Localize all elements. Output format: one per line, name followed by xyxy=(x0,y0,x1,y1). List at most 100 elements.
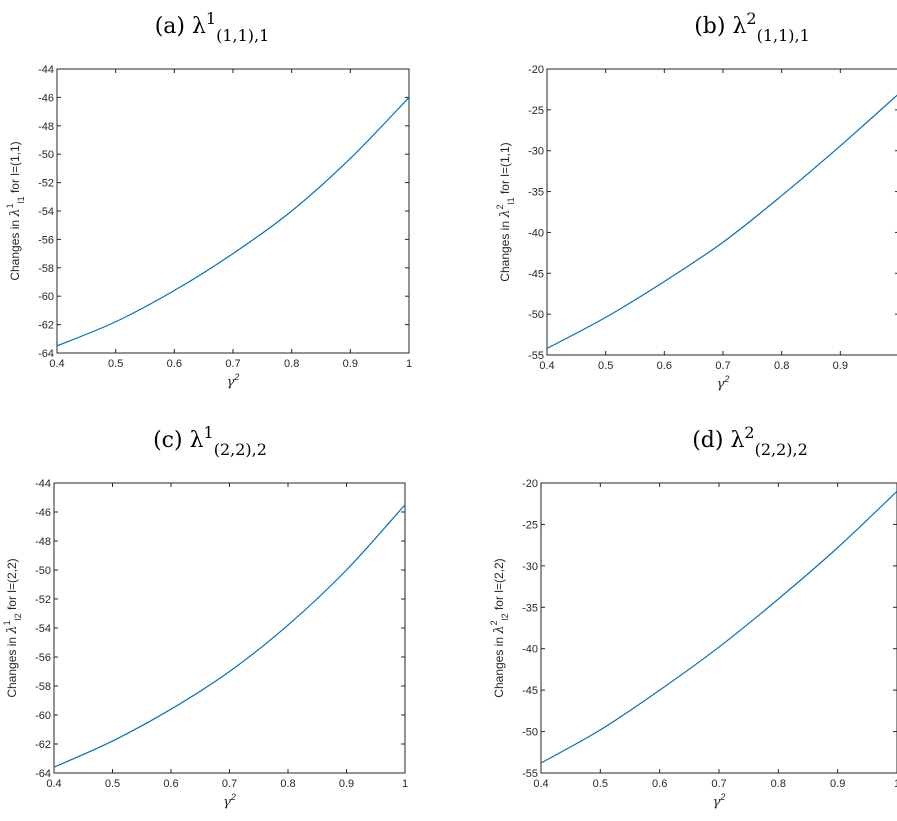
panel-c: (c) λ1(2,2),20.4 0.5 0.6 0.7 0.8 0.9 1-64-62-6… xyxy=(2,423,408,810)
x-tick-label: 0.6 xyxy=(657,360,672,372)
y-tick-label: -35 xyxy=(522,602,538,614)
x-tick-label: 0.4 xyxy=(533,778,548,790)
y-tick-label: -48 xyxy=(38,121,54,133)
y-tick-label: -50 xyxy=(38,149,54,161)
y-label-superscript: 2 xyxy=(495,204,505,209)
caption-symbol: λ xyxy=(732,14,746,39)
caption-symbol: λ xyxy=(192,14,206,39)
axes-box xyxy=(540,482,897,774)
x-tick-label: 0.8 xyxy=(284,358,299,370)
y-tick-label: -44 xyxy=(35,478,51,490)
y-label-subscript: l1 xyxy=(16,196,26,203)
x-label-symbol: γ xyxy=(227,375,235,390)
y-label-suffix: for l=(2,2) xyxy=(492,558,506,613)
x-label-superscript: 2 xyxy=(233,372,239,382)
caption-prefix: (b) xyxy=(694,14,732,39)
y-axis-label: Changes in λ2l2 for l=(2,2) xyxy=(489,558,510,697)
y-tick-label: -56 xyxy=(35,652,51,664)
y-axis-label: Changes in λ1l1 for l=(1,1) xyxy=(5,141,26,280)
y-tick-label: -60 xyxy=(38,291,54,303)
x-axis-label: γ2 xyxy=(223,792,236,810)
panel-caption: (b) λ2(1,1),1 xyxy=(694,9,810,45)
panel-d: (d) λ2(2,2),20.40.50.60.70.80.91-55-50-4… xyxy=(489,423,897,810)
y-tick-label: -50 xyxy=(522,727,538,739)
caption-superscript: 1 xyxy=(206,9,216,28)
y-label-symbol: λ xyxy=(492,625,507,634)
y-tick-label: -54 xyxy=(38,206,54,218)
caption-symbol: λ xyxy=(190,428,204,453)
series-line-1 xyxy=(53,504,406,768)
series-line-1 xyxy=(56,96,410,347)
x-tick-label: 0.8 xyxy=(771,778,786,790)
y-tick-label: -40 xyxy=(528,227,544,239)
x-label-superscript: 2 xyxy=(723,374,729,384)
panel-b: (b) λ2(1,1),10.4 0.5 0.6 0.7 0.8 0.9-55-50-45… xyxy=(495,9,897,392)
caption-superscript: 2 xyxy=(746,9,756,28)
caption-superscript: 2 xyxy=(744,423,754,442)
caption-prefix: (d) xyxy=(692,428,730,453)
y-label-superscript: 1 xyxy=(2,620,12,625)
y-tick-label: -55 xyxy=(522,768,538,780)
y-tick-label: -30 xyxy=(522,561,538,573)
y-tick-label: -45 xyxy=(522,685,538,697)
x-tick-label: 0.6 xyxy=(652,778,667,790)
x-tick-label: 0.9 xyxy=(833,360,848,372)
x-tick-label: 0.4 xyxy=(539,360,554,372)
y-axis-label: Changes in λ2l1 for l=(1,1) xyxy=(495,142,516,281)
y-label-prefix: Changes in xyxy=(8,217,22,281)
x-tick-label: 0.6 xyxy=(167,358,182,370)
y-label-subscript: l1 xyxy=(506,197,516,204)
y-tick-label: -52 xyxy=(35,594,51,606)
y-tick-label: -35 xyxy=(528,187,544,199)
x-tick-label: 0.5 xyxy=(593,778,608,790)
y-label-suffix: for l=(2,2) xyxy=(5,558,19,613)
y-tick-label: -45 xyxy=(528,268,544,280)
y-label-prefix: Changes in xyxy=(5,634,19,698)
caption-subscript: (2,2),2 xyxy=(214,440,267,459)
x-tick-label: 0.5 xyxy=(108,358,123,370)
caption-superscript: 1 xyxy=(204,423,214,442)
y-tick-label: -62 xyxy=(35,739,51,751)
x-tick-label: 1 xyxy=(894,778,897,790)
y-label-suffix: for l=(1,1) xyxy=(498,142,512,197)
y-tick-label: -48 xyxy=(35,536,51,548)
caption-subscript: (1,1),1 xyxy=(216,26,269,45)
x-tick-label: 0.9 xyxy=(830,778,845,790)
y-label-prefix: Changes in xyxy=(492,634,506,698)
axes-box xyxy=(53,482,406,774)
caption-prefix: (a) xyxy=(155,14,192,39)
panel-caption: (a) λ1(1,1),1 xyxy=(155,9,270,45)
series-line-1 xyxy=(540,490,897,764)
panel-caption: (d) λ2(2,2),2 xyxy=(692,423,808,459)
y-tick-label: -55 xyxy=(528,350,544,362)
axes-box xyxy=(56,68,410,354)
y-tick-label: -58 xyxy=(38,263,54,275)
y-label-prefix: Changes in xyxy=(498,218,512,282)
y-label-suffix: for l=(1,1) xyxy=(8,141,22,196)
y-tick-label: -40 xyxy=(522,644,538,656)
y-tick-label: -58 xyxy=(35,681,51,693)
x-label-symbol: γ xyxy=(717,377,725,392)
series-line-1 xyxy=(546,94,897,349)
y-tick-label: -52 xyxy=(38,178,54,190)
y-tick-label: -25 xyxy=(528,105,544,117)
x-tick-label: 0.7 xyxy=(711,778,726,790)
x-tick-label: 0.9 xyxy=(343,358,358,370)
y-label-symbol: λ xyxy=(5,625,20,634)
y-tick-label: -62 xyxy=(38,320,54,332)
x-axis-label: γ2 xyxy=(713,792,726,810)
x-label-symbol: γ xyxy=(223,795,231,810)
caption-subscript: (2,2),2 xyxy=(755,440,808,459)
y-tick-label: -50 xyxy=(35,565,51,577)
x-label-superscript: 2 xyxy=(230,792,236,802)
y-tick-label: -46 xyxy=(38,92,54,104)
y-axis-label: Changes in λ1l2 for l=(2,2) xyxy=(2,558,23,697)
x-tick-label: 1 xyxy=(406,358,412,370)
y-label-superscript: 1 xyxy=(5,203,15,208)
caption-prefix: (c) xyxy=(153,428,189,453)
x-tick-label: 0.5 xyxy=(598,360,613,372)
x-tick-label: 0.8 xyxy=(774,360,789,372)
caption-subscript: (1,1),1 xyxy=(757,26,810,45)
x-label-superscript: 2 xyxy=(719,792,725,802)
y-label-symbol: λ xyxy=(498,209,513,218)
